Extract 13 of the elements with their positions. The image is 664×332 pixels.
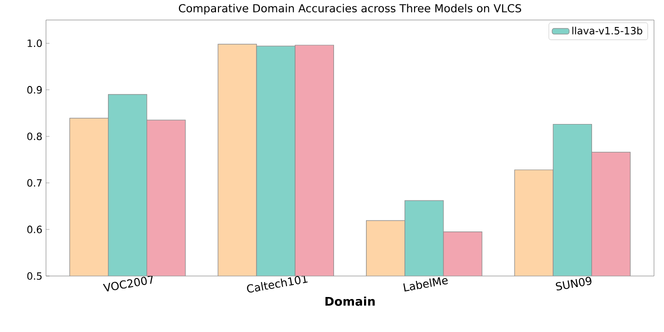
y-tick-label: 0.5 [27, 272, 42, 280]
legend-label: llava-v1.5-13b [572, 26, 642, 34]
x-tick-label: SUN09 [556, 276, 592, 290]
x-axis-title: Domain [325, 296, 375, 306]
y-tick-label: 0.8 [27, 132, 42, 140]
x-tick-label: VOC2007 [102, 275, 153, 292]
x-tick-label: LabelMe [403, 277, 448, 292]
y-tick-label: 1.0 [28, 39, 42, 48]
x-tick-label: Caltech101 [247, 274, 308, 293]
y-tick-label: 0.9 [27, 86, 42, 94]
y-tick-label: 0.6 [27, 226, 42, 234]
y-tick-label: 0.7 [27, 179, 42, 187]
chart-title: Comparative Domain Accuracies across Three Models on VLCS [178, 4, 522, 15]
